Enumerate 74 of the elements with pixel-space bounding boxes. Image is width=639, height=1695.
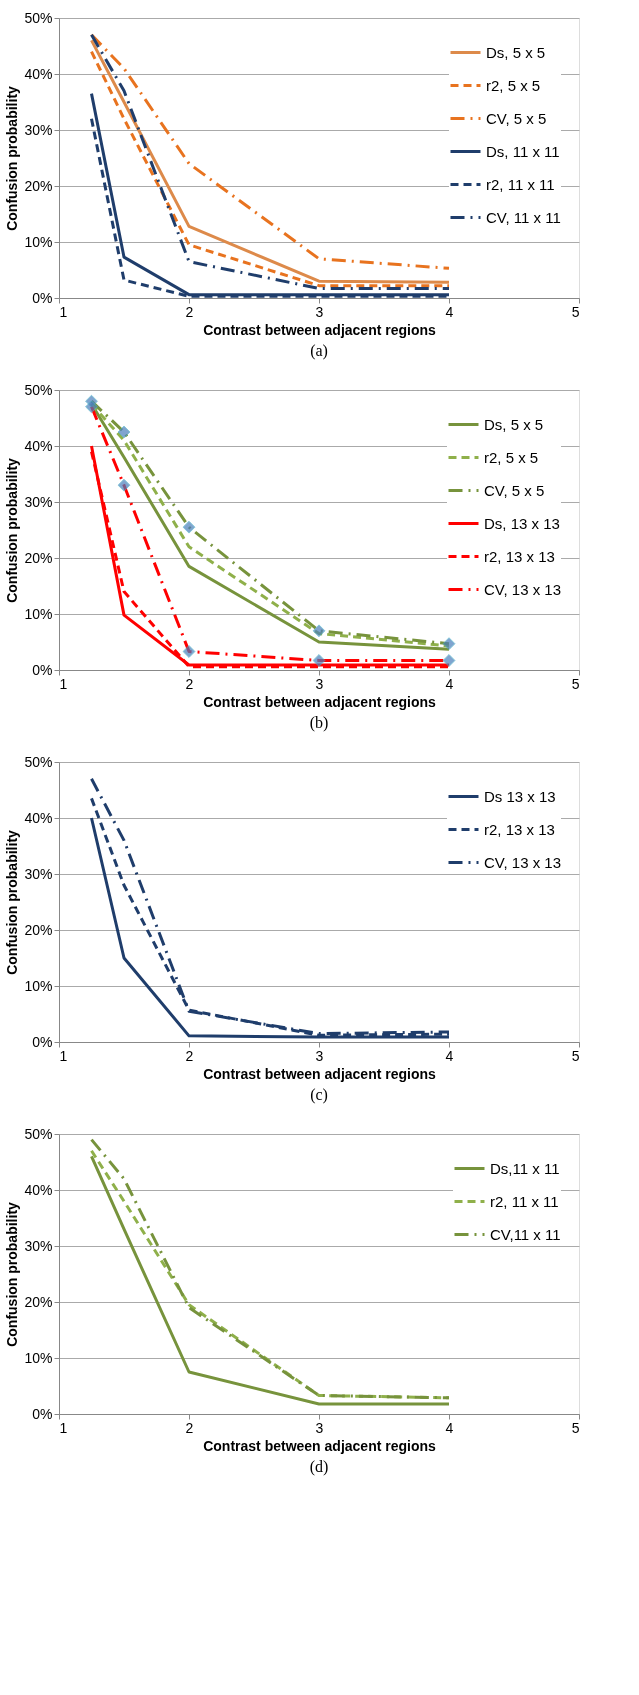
legend-label: Ds, 11 x 11	[486, 142, 560, 160]
text: (b)	[309, 714, 329, 732]
y-tick-label: 30%	[24, 493, 53, 510]
x-tick-label: 1	[59, 675, 68, 692]
legend-label: CV, 11 x 11	[486, 208, 561, 226]
text: (d)	[309, 1458, 329, 1476]
x-axis-title: Contrast between adjacent regions	[203, 1437, 437, 1454]
y-tick-label: 10%	[24, 605, 53, 622]
y-tick-label: 40%	[24, 809, 53, 826]
text: (c)	[310, 1086, 328, 1104]
legend-label: Ds 13 x 13	[484, 787, 556, 805]
x-tick-label: 4	[445, 1419, 454, 1436]
x-tick-label: 3	[315, 303, 324, 320]
x-tick-label: 4	[445, 303, 454, 320]
x-tick-label: 1	[59, 1419, 68, 1436]
legend-label: Ds, 5 x 5	[486, 43, 546, 61]
y-tick-label: 50%	[24, 381, 53, 398]
x-tick-label: 4	[445, 675, 454, 692]
y-axis-title: Confusion probability	[4, 85, 21, 231]
y-tick-label: 10%	[24, 977, 53, 994]
x-axis-title: Contrast between adjacent regions	[203, 693, 437, 710]
x-tick-label: 1	[59, 303, 68, 320]
legend-label: r2, 5 x 5	[484, 448, 539, 466]
y-tick-label: 40%	[24, 65, 53, 82]
x-tick-label: 3	[315, 675, 324, 692]
legend-label: Ds, 13 x 13	[484, 514, 560, 532]
x-axis-title: Contrast between adjacent regions	[203, 321, 437, 338]
legend-label: CV,11 x 11	[490, 1225, 561, 1243]
y-tick-label: 20%	[24, 1293, 53, 1310]
x-tick-label: 2	[185, 1419, 194, 1436]
y-axis-title: Confusion probability	[4, 1201, 21, 1347]
y-tick-label: 20%	[24, 921, 53, 938]
y-tick-label: 50%	[24, 1125, 53, 1142]
y-tick-label: 50%	[24, 753, 53, 770]
y-tick-label: 20%	[24, 177, 53, 194]
y-tick-label: 40%	[24, 437, 53, 454]
x-axis-title: Contrast between adjacent regions	[203, 1065, 437, 1082]
y-axis-title: Confusion probability	[4, 457, 21, 603]
x-tick-label: 2	[185, 303, 194, 320]
legend-label: CV, 13 x 13	[484, 580, 561, 598]
y-tick-label: 0%	[32, 1405, 53, 1422]
legend-label: r2, 11 x 11	[486, 175, 555, 193]
text: (a)	[310, 342, 328, 360]
x-tick-label: 3	[315, 1419, 324, 1436]
y-tick-label: 10%	[24, 1349, 53, 1366]
y-tick-label: 20%	[24, 549, 53, 566]
y-tick-label: 0%	[32, 661, 53, 678]
legend-label: CV, 5 x 5	[484, 481, 545, 499]
x-tick-label: 5	[571, 303, 580, 320]
y-tick-label: 0%	[32, 1033, 53, 1050]
x-tick-label: 5	[571, 1047, 580, 1064]
x-tick-label: 5	[571, 1419, 580, 1436]
legend-label: CV, 13 x 13	[484, 853, 561, 871]
x-tick-label: 5	[571, 675, 580, 692]
legend-label: CV, 5 x 5	[486, 109, 547, 127]
x-tick-label: 1	[59, 1047, 68, 1064]
legend-label: r2, 13 x 13	[484, 820, 555, 838]
legend-label: Ds, 5 x 5	[484, 415, 544, 433]
x-tick-label: 4	[445, 1047, 454, 1064]
legend-label: r2, 5 x 5	[486, 76, 541, 94]
y-tick-label: 0%	[32, 289, 53, 306]
x-tick-label: 3	[315, 1047, 324, 1064]
x-tick-label: 2	[185, 675, 194, 692]
y-tick-label: 40%	[24, 1181, 53, 1198]
y-tick-label: 30%	[24, 1237, 53, 1254]
legend-label: r2, 11 x 11	[490, 1192, 559, 1210]
y-tick-label: 10%	[24, 233, 53, 250]
y-axis-title: Confusion probability	[4, 829, 21, 975]
legend-label: Ds,11 x 11	[490, 1159, 560, 1177]
y-tick-label: 50%	[24, 9, 53, 26]
y-tick-label: 30%	[24, 121, 53, 138]
legend-label: r2, 13 x 13	[484, 547, 555, 565]
x-tick-label: 2	[185, 1047, 194, 1064]
y-tick-label: 30%	[24, 865, 53, 882]
